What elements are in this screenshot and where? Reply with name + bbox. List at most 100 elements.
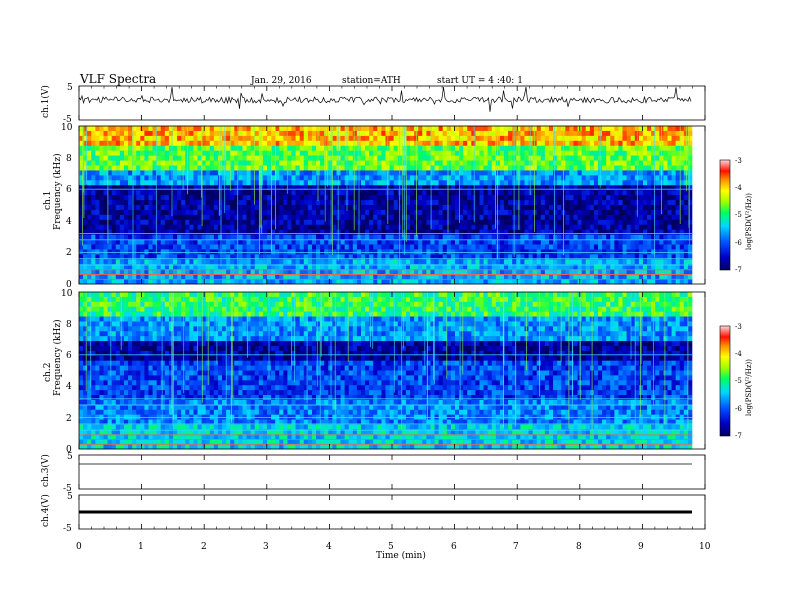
ch1-spectrogram-cell [87, 214, 92, 221]
ch1-spectrogram-cell [328, 229, 333, 235]
ch1-spectrogram-cell [95, 185, 100, 191]
ch1-spectrogram-cell [373, 279, 378, 285]
ch1-spectrogram-cell [377, 264, 382, 270]
ch1-spectrogram-cell [164, 214, 170, 221]
ch1-spectrogram-cell [185, 264, 190, 270]
ch2-spectrogram-cell [148, 292, 153, 298]
ch1-spectrogram-cell [491, 219, 497, 226]
ch1-spectrogram-cell [95, 155, 100, 161]
ch1-spectrogram-cell [475, 239, 480, 245]
ch1-spectrogram-cell [598, 229, 603, 235]
ch1-spectrogram-cell [246, 165, 251, 171]
ch1-spectrogram-cell [275, 165, 280, 171]
ch1-spectrogram-cell [618, 229, 623, 235]
ch1-spectrogram-cell [283, 135, 288, 142]
ch1-spectrogram-cell [598, 195, 603, 201]
ch1-spectrogram-cell [422, 274, 427, 280]
ch1-spectrogram-cell [299, 160, 305, 166]
ch1-spectrogram-cell [123, 200, 129, 206]
ch2-spectrogram-cell [365, 292, 370, 298]
ch1-spectrogram-cell [266, 219, 272, 226]
ch1-spectrogram-cell [91, 214, 96, 221]
ch1-spectrogram-cell [450, 229, 456, 235]
ch1-spectrogram-cell [475, 190, 480, 196]
ch1-spectrogram-cell [683, 274, 689, 280]
ch1-spectrogram-cell [475, 229, 480, 235]
ch1-spectrogram-cell [548, 126, 554, 132]
ch1-spectrogram-cell [593, 279, 599, 285]
ch1-spectrogram-cell [299, 234, 305, 240]
ch2-spectrogram-cell [262, 292, 268, 298]
ch1-spectrogram-cell [430, 180, 435, 186]
ch1-spectrogram-cell [565, 224, 570, 230]
ch1-spectrogram-cell [520, 150, 525, 156]
ch1-spectrogram-cell [144, 185, 149, 191]
ch1-spectrogram-cell [647, 140, 652, 147]
ch1-spectrogram-cell [687, 140, 693, 147]
ch1-spectrogram-cell [593, 209, 599, 216]
ch1-spectrogram-cell [352, 190, 358, 196]
ch1-spectrogram-cell [246, 269, 251, 275]
ch1-spectrogram-cell [454, 170, 460, 176]
ch1-spectrogram-cell [181, 209, 186, 216]
ch1-spectrogram-cell [156, 195, 162, 201]
ch1-spectrogram-cell [479, 224, 484, 230]
ch1-spectrogram-cell [593, 229, 599, 235]
ch1-spectrogram-cell [79, 130, 84, 137]
ch1-spectrogram-cell [467, 185, 472, 191]
ch1-spectrogram-cell [189, 229, 194, 235]
ch1-spectrogram-cell [328, 140, 333, 147]
ch1-spectrogram-cell [205, 254, 211, 260]
ch1-spectrogram-cell [671, 274, 676, 280]
ch1-spectrogram-cell [585, 234, 591, 240]
ch1-spectrogram-cell [369, 269, 374, 275]
ch1-spectrogram-cell [442, 145, 448, 151]
ch1-spectrogram-cell [504, 140, 509, 147]
ch1-spectrogram-cell [663, 180, 668, 186]
ch1-spectrogram-cell [671, 234, 676, 240]
ch1-spectrogram-cell [136, 229, 141, 235]
ch1-spectrogram-cell [442, 259, 448, 265]
ch1-spectrogram-cell [123, 185, 129, 191]
ch1-spectrogram-cell [532, 269, 538, 275]
ch1-spectrogram-cell [271, 135, 276, 142]
ch1-spectrogram-cell [401, 214, 407, 221]
ch1-spectrogram-cell [593, 244, 599, 250]
ch1-spectrogram-cell [201, 150, 206, 156]
ch1-spectrogram-cell [675, 234, 681, 240]
ch1-spectrogram-cell [434, 224, 439, 230]
ch1-spectrogram-cell [197, 155, 202, 161]
ch1-spectrogram-cell [573, 155, 578, 161]
ch1-spectrogram-cell [324, 205, 329, 211]
ch1-spectrogram-cell [675, 150, 681, 156]
ch2-spectrogram-cell [324, 292, 329, 298]
ch1-spectrogram-cell [164, 140, 170, 147]
ch1-spectrogram-cell [136, 145, 141, 151]
ch1-spectrogram-cell [405, 130, 411, 137]
ch1-spectrogram-cell [311, 200, 317, 206]
ch1-spectrogram-cell [307, 219, 313, 226]
ch1-spectrogram-cell [679, 190, 685, 196]
ch1-spectrogram-cell [144, 145, 149, 151]
ch1-spectrogram-cell [548, 259, 554, 265]
ch1-spectrogram-cell [156, 239, 162, 245]
ch1-spectrogram-cell [618, 180, 623, 186]
ch1-spectrogram-cell [679, 259, 685, 265]
ch1-spectrogram-cell [544, 126, 550, 132]
ch1-spectrogram-cell [589, 279, 595, 285]
ch1-spectrogram-cell [463, 175, 468, 181]
ch1-spectrogram-cell [463, 264, 468, 270]
ch1-spectrogram-cell [103, 200, 108, 206]
ch1-spectrogram-cell [123, 130, 129, 137]
ch1-spectrogram-cell [454, 264, 460, 270]
ch1-spectrogram-cell [160, 160, 166, 166]
ch1-spectrogram-cell [405, 205, 411, 211]
ch1-spectrogram-cell [385, 279, 390, 285]
ch1-spectrogram-cell [123, 259, 129, 265]
ch1-spectrogram-cell [606, 254, 611, 260]
ch1-spectrogram-cell [454, 279, 460, 285]
ch1-spectrogram-cell [438, 155, 444, 161]
ch1-spectrogram-cell [463, 234, 468, 240]
ch1-spectrogram-cell [467, 205, 472, 211]
ch1-spectrogram-cell [589, 170, 595, 176]
